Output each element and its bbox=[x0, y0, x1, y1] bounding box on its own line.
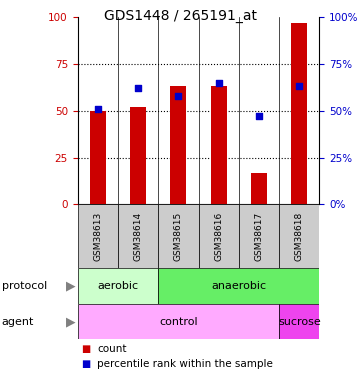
Bar bbox=[158, 268, 319, 304]
Bar bbox=[158, 204, 199, 268]
Bar bbox=[130, 107, 146, 204]
Text: ■: ■ bbox=[81, 344, 91, 354]
Text: GSM38614: GSM38614 bbox=[134, 211, 143, 261]
Point bbox=[256, 113, 262, 119]
Bar bbox=[78, 268, 158, 304]
Bar bbox=[78, 304, 279, 339]
Text: GSM38618: GSM38618 bbox=[295, 211, 304, 261]
Bar bbox=[170, 86, 187, 204]
Point bbox=[175, 93, 181, 99]
Text: ▶: ▶ bbox=[66, 279, 75, 292]
Bar bbox=[279, 204, 319, 268]
Text: count: count bbox=[97, 344, 127, 354]
Text: GSM38616: GSM38616 bbox=[214, 211, 223, 261]
Bar bbox=[199, 204, 239, 268]
Point bbox=[216, 80, 222, 86]
Text: GSM38617: GSM38617 bbox=[255, 211, 264, 261]
Text: GSM38615: GSM38615 bbox=[174, 211, 183, 261]
Point bbox=[296, 83, 302, 89]
Text: percentile rank within the sample: percentile rank within the sample bbox=[97, 359, 273, 369]
Text: protocol: protocol bbox=[2, 281, 47, 291]
Text: anaerobic: anaerobic bbox=[211, 281, 266, 291]
Bar bbox=[239, 204, 279, 268]
Text: ▶: ▶ bbox=[66, 315, 75, 328]
Text: aerobic: aerobic bbox=[97, 281, 139, 291]
Point bbox=[135, 85, 141, 91]
Text: sucrose: sucrose bbox=[278, 316, 321, 327]
Bar bbox=[90, 111, 106, 204]
Bar bbox=[211, 86, 227, 204]
Text: agent: agent bbox=[2, 316, 34, 327]
Bar bbox=[118, 204, 158, 268]
Point bbox=[95, 106, 101, 112]
Bar bbox=[279, 304, 319, 339]
Text: control: control bbox=[159, 316, 198, 327]
Bar bbox=[78, 204, 118, 268]
Bar bbox=[251, 172, 267, 204]
Text: ■: ■ bbox=[81, 359, 91, 369]
Text: GSM38613: GSM38613 bbox=[93, 211, 102, 261]
Bar bbox=[291, 22, 308, 204]
Text: GDS1448 / 265191_at: GDS1448 / 265191_at bbox=[104, 9, 257, 23]
